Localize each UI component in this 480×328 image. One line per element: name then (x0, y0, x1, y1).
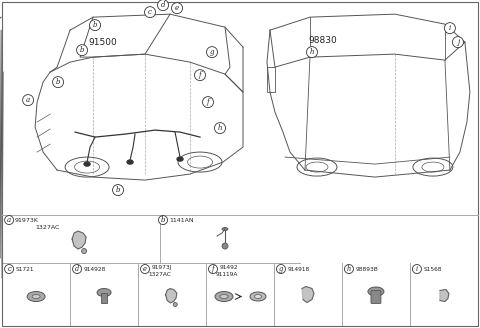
Text: 91500: 91500 (88, 38, 117, 47)
Text: 1327AC: 1327AC (148, 272, 171, 277)
Text: 1141AN: 1141AN (169, 217, 193, 223)
Circle shape (53, 77, 63, 88)
Ellipse shape (220, 295, 228, 298)
Circle shape (173, 302, 177, 306)
Circle shape (306, 47, 317, 58)
Circle shape (194, 70, 205, 81)
Circle shape (444, 23, 456, 34)
Ellipse shape (222, 228, 228, 231)
Text: c: c (7, 265, 11, 273)
Text: 1327AC: 1327AC (35, 225, 60, 230)
Circle shape (157, 0, 168, 10)
Circle shape (90, 20, 101, 31)
Text: 98830: 98830 (308, 36, 336, 45)
Text: 91492: 91492 (220, 264, 239, 270)
Circle shape (77, 45, 87, 56)
Text: b: b (56, 78, 60, 86)
Text: d: d (161, 1, 165, 9)
Text: 91973J: 91973J (152, 264, 172, 270)
Ellipse shape (32, 295, 40, 298)
Ellipse shape (368, 287, 384, 296)
Text: e: e (175, 4, 179, 12)
Polygon shape (166, 289, 177, 303)
Text: b: b (116, 186, 120, 194)
Text: h: h (310, 48, 314, 56)
Circle shape (276, 264, 286, 274)
Ellipse shape (215, 292, 233, 301)
Ellipse shape (250, 292, 266, 301)
Text: e: e (143, 265, 147, 273)
Text: S1568: S1568 (424, 267, 443, 272)
Circle shape (5, 264, 13, 274)
Text: f: f (199, 71, 201, 79)
Circle shape (5, 215, 13, 225)
Text: f: f (212, 265, 214, 273)
Text: i: i (449, 24, 451, 32)
Ellipse shape (97, 289, 111, 297)
Ellipse shape (177, 157, 183, 161)
Circle shape (215, 123, 226, 133)
Circle shape (72, 264, 82, 274)
Circle shape (112, 185, 123, 195)
Text: 98893B: 98893B (356, 267, 379, 272)
Text: S1721: S1721 (16, 267, 35, 272)
Bar (267, 67, 275, 92)
Polygon shape (302, 287, 314, 302)
Text: 914918: 914918 (288, 267, 310, 272)
Text: h: h (347, 265, 351, 273)
Text: h: h (218, 124, 222, 132)
Ellipse shape (127, 160, 133, 164)
Text: 91119A: 91119A (216, 272, 239, 277)
Ellipse shape (27, 292, 45, 301)
Circle shape (141, 264, 150, 274)
Circle shape (345, 264, 353, 274)
Polygon shape (72, 231, 86, 249)
Circle shape (23, 94, 34, 106)
Text: a: a (26, 96, 30, 104)
Text: g: g (279, 265, 283, 273)
Text: j: j (457, 38, 459, 46)
Ellipse shape (84, 162, 90, 166)
Circle shape (82, 249, 86, 254)
Text: c: c (148, 8, 152, 16)
Text: i: i (416, 265, 418, 273)
Circle shape (144, 7, 156, 18)
Ellipse shape (254, 295, 262, 298)
Circle shape (208, 264, 217, 274)
Circle shape (412, 264, 421, 274)
Circle shape (206, 47, 217, 58)
Text: b: b (93, 21, 97, 29)
Polygon shape (440, 290, 449, 301)
Circle shape (203, 97, 214, 108)
Bar (101, 293, 107, 302)
Text: g: g (210, 48, 214, 56)
Circle shape (453, 37, 463, 48)
Text: a: a (7, 216, 11, 224)
Text: 914928: 914928 (84, 267, 107, 272)
Text: b: b (80, 46, 84, 54)
Circle shape (171, 3, 182, 14)
Text: f: f (207, 98, 209, 106)
Text: b: b (161, 216, 165, 224)
Text: 91973K: 91973K (15, 217, 39, 223)
Circle shape (222, 243, 228, 249)
Text: d: d (75, 265, 79, 273)
FancyBboxPatch shape (371, 291, 381, 303)
Circle shape (158, 215, 168, 225)
